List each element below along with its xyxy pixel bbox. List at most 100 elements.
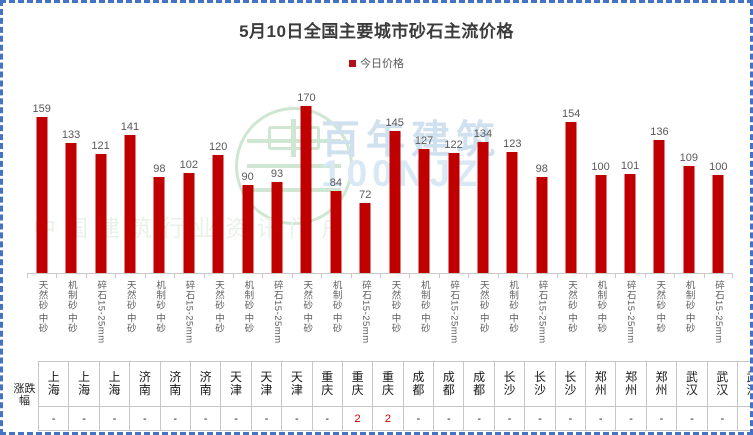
bar-value-label: 120 [209, 141, 228, 154]
table-column: 济 南- [160, 361, 191, 431]
bar-value-label: 98 [153, 163, 166, 176]
category-label: 碎石15-25mm [536, 280, 548, 344]
table-city-cell: 长 沙 [555, 361, 586, 406]
table-city-cell: 济 南 [160, 361, 190, 406]
table-change-cell: - [312, 406, 342, 431]
bar-value-label: 134 [473, 127, 493, 140]
change-table: 涨跌幅 上 海-上 海-上 海-济 南-济 南-济 南-天 津-天 津-天 津-… [11, 361, 750, 431]
bar [477, 141, 489, 274]
bar-column: 122 [439, 83, 468, 274]
bar-value-label: 127 [414, 134, 434, 147]
table-change-cell: - [69, 406, 99, 431]
bar [242, 185, 254, 274]
category-label: 机制砂 中砂 [595, 280, 607, 334]
bar-column: 72 [351, 83, 380, 274]
bar-value-label: 101 [620, 160, 640, 173]
table-city-cell: 郑 州 [586, 361, 616, 406]
table-column: 上 海- [69, 361, 100, 431]
table-column: 武 汉- [737, 361, 750, 431]
bar [712, 175, 724, 274]
table-change-cell: - [494, 406, 525, 431]
table-change-cell: - [39, 406, 69, 431]
table-change-cell: - [646, 406, 677, 431]
table-city-cell: 成 都 [434, 361, 464, 406]
table-city-cell: 重 庆 [312, 361, 342, 406]
category-label: 天然砂 中砂 [36, 280, 48, 334]
bar-column: 145 [380, 83, 409, 274]
table-city-cell: 武 汉 [677, 361, 707, 406]
table-change-cell: - [525, 406, 555, 431]
table-column: 郑 州- [646, 361, 678, 431]
table-column: 上 海- [99, 361, 131, 431]
bar [153, 177, 165, 274]
table-city-cell: 郑 州 [646, 361, 677, 406]
bar [565, 121, 577, 274]
table-change-cell: - [99, 406, 130, 431]
bar-value-label: 159 [32, 102, 51, 115]
bar-column: 98 [527, 83, 556, 274]
category-label: 碎石15-25mm [448, 280, 460, 344]
bar-column: 136 [645, 83, 674, 274]
bar-plot-area: 159 133 121 141 98 102 120 90 93 170 84 72 145 127 122… [27, 83, 733, 274]
bar-column: 98 [145, 83, 174, 274]
table-change-cell: - [221, 406, 251, 431]
category-label: 天然砂 中砂 [565, 280, 577, 334]
bar-value-label: 121 [91, 140, 110, 153]
bar-value-label: 133 [61, 128, 81, 141]
category-label: 碎石15-25mm [95, 280, 107, 344]
bar-column: 120 [204, 83, 233, 274]
bar-column: 127 [409, 83, 438, 274]
table-change-cell: - [555, 406, 586, 431]
table-city-cell: 重 庆 [342, 361, 373, 406]
table-city-cell: 郑 州 [616, 361, 646, 406]
table-change-cell: - [737, 406, 750, 431]
bar [389, 130, 401, 274]
bar-value-label: 93 [270, 168, 284, 181]
category-label: 碎石15-25mm [271, 280, 283, 344]
bar-value-label: 123 [503, 138, 522, 151]
bar-value-label: 100 [709, 161, 728, 174]
table-city-cell: 上 海 [39, 361, 69, 406]
table-change-cell: 2 [342, 406, 373, 431]
bar-value-label: 90 [241, 171, 254, 184]
category-label: 天然砂 中砂 [477, 280, 489, 334]
table-city-cell: 上 海 [69, 361, 99, 406]
table-column: 济 南- [130, 361, 161, 431]
table-column: 郑 州- [616, 361, 647, 431]
bar-column: 121 [86, 83, 115, 274]
table-column: 济 南- [190, 361, 222, 431]
bar-column: 100 [704, 83, 733, 274]
category-label: 天然砂 中砂 [389, 280, 401, 334]
bar [506, 152, 518, 274]
table-city-cell: 成 都 [403, 361, 434, 406]
bar [65, 142, 77, 274]
x-axis-ticks [27, 273, 733, 278]
table-change-cell: - [464, 406, 494, 431]
legend-label: 今日价格 [360, 58, 404, 70]
table-column: 武 汉- [677, 361, 708, 431]
bar-column: 84 [321, 83, 350, 274]
bar [271, 182, 283, 274]
table-city-cell: 济 南 [190, 361, 221, 406]
bar-column: 100 [586, 83, 615, 274]
table-city-cell: 上 海 [99, 361, 130, 406]
bar [212, 155, 224, 274]
chart-legend: 今日价格 [3, 55, 750, 71]
bar-column: 141 [115, 83, 144, 274]
table-column: 上 海- [39, 361, 70, 431]
bar [183, 173, 195, 274]
table-column: 成 都- [434, 361, 465, 431]
category-label: 机制砂 中砂 [330, 280, 342, 334]
bar-value-label: 72 [359, 188, 372, 201]
table-change-cell: 2 [373, 406, 403, 431]
table-change-cell: - [434, 406, 464, 431]
table-city-cell: 天 津 [221, 361, 251, 406]
table-column: 成 都- [403, 361, 435, 431]
bar-column: 123 [498, 83, 527, 274]
bar-value-label: 170 [297, 92, 316, 104]
category-label: 碎石15-25mm [713, 280, 725, 344]
bar-column: 101 [615, 83, 644, 274]
bar [448, 153, 460, 274]
table-city-cell: 武 汉 [707, 361, 737, 406]
